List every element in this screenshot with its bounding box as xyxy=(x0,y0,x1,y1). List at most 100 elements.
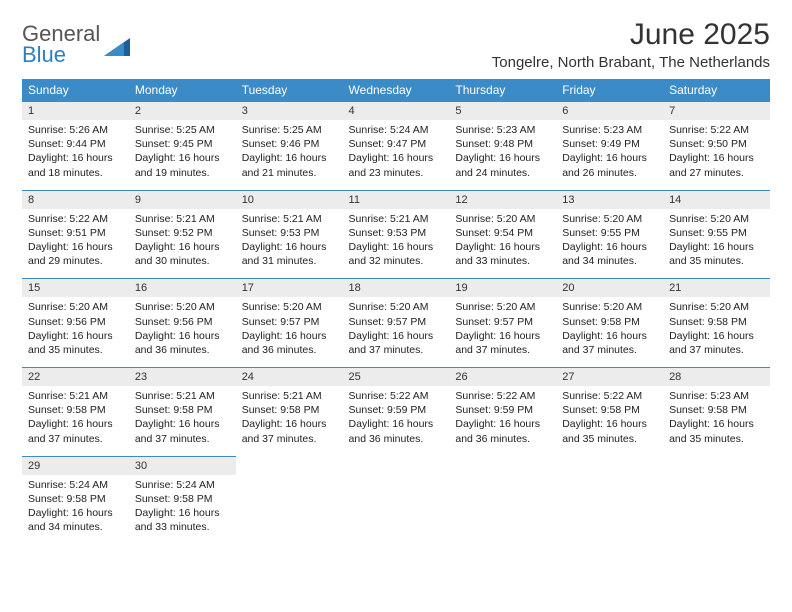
daylight-line: Daylight: 16 hours and 36 minutes. xyxy=(242,329,337,357)
daylight-line: Daylight: 16 hours and 34 minutes. xyxy=(28,506,123,534)
daylight-line: Daylight: 16 hours and 21 minutes. xyxy=(242,151,337,179)
sunset-line: Sunset: 9:44 PM xyxy=(28,137,123,151)
sunrise-line: Sunrise: 5:21 AM xyxy=(135,212,230,226)
day-detail-row: Sunrise: 5:24 AMSunset: 9:58 PMDaylight:… xyxy=(22,475,770,545)
daylight-line: Daylight: 16 hours and 33 minutes. xyxy=(455,240,550,268)
day-number-cell: 18 xyxy=(343,279,450,298)
day-number-cell: 17 xyxy=(236,279,343,298)
day-detail-row: Sunrise: 5:21 AMSunset: 9:58 PMDaylight:… xyxy=(22,386,770,456)
sunrise-line: Sunrise: 5:20 AM xyxy=(669,300,764,314)
sunrise-line: Sunrise: 5:24 AM xyxy=(28,478,123,492)
day-number-cell: 29 xyxy=(22,456,129,475)
day-detail-cell: Sunrise: 5:20 AMSunset: 9:57 PMDaylight:… xyxy=(343,297,450,367)
sunrise-line: Sunrise: 5:20 AM xyxy=(455,212,550,226)
day-detail-cell: Sunrise: 5:21 AMSunset: 9:53 PMDaylight:… xyxy=(343,209,450,279)
daylight-line: Daylight: 16 hours and 37 minutes. xyxy=(28,417,123,445)
day-number-cell: 23 xyxy=(129,368,236,387)
sunset-line: Sunset: 9:57 PM xyxy=(349,315,444,329)
day-number-cell: 8 xyxy=(22,190,129,209)
brand-line2: Blue xyxy=(22,42,66,67)
day-number-cell: 11 xyxy=(343,190,450,209)
weekday-header: Tuesday xyxy=(236,79,343,102)
sunset-line: Sunset: 9:53 PM xyxy=(242,226,337,240)
sunset-line: Sunset: 9:58 PM xyxy=(669,403,764,417)
sunrise-line: Sunrise: 5:24 AM xyxy=(349,123,444,137)
sunset-line: Sunset: 9:58 PM xyxy=(562,403,657,417)
day-detail-cell: Sunrise: 5:25 AMSunset: 9:46 PMDaylight:… xyxy=(236,120,343,190)
day-detail-cell xyxy=(449,475,556,545)
day-detail-row: Sunrise: 5:20 AMSunset: 9:56 PMDaylight:… xyxy=(22,297,770,367)
daylight-line: Daylight: 16 hours and 36 minutes. xyxy=(135,329,230,357)
day-detail-cell: Sunrise: 5:22 AMSunset: 9:59 PMDaylight:… xyxy=(343,386,450,456)
location-text: Tongelre, North Brabant, The Netherlands xyxy=(492,54,770,71)
daylight-line: Daylight: 16 hours and 35 minutes. xyxy=(669,417,764,445)
sunset-line: Sunset: 9:55 PM xyxy=(562,226,657,240)
day-number-row: 22232425262728 xyxy=(22,368,770,387)
calendar-table: SundayMondayTuesdayWednesdayThursdayFrid… xyxy=(22,79,770,544)
day-detail-cell: Sunrise: 5:21 AMSunset: 9:58 PMDaylight:… xyxy=(129,386,236,456)
day-number-cell: 2 xyxy=(129,102,236,121)
day-detail-cell xyxy=(663,475,770,545)
sunset-line: Sunset: 9:45 PM xyxy=(135,137,230,151)
day-number-cell: 12 xyxy=(449,190,556,209)
day-number-cell: 15 xyxy=(22,279,129,298)
sunset-line: Sunset: 9:53 PM xyxy=(349,226,444,240)
sunset-line: Sunset: 9:52 PM xyxy=(135,226,230,240)
sunrise-line: Sunrise: 5:21 AM xyxy=(28,389,123,403)
day-number-cell: 22 xyxy=(22,368,129,387)
day-number-cell: 28 xyxy=(663,368,770,387)
day-number-cell: 20 xyxy=(556,279,663,298)
sunset-line: Sunset: 9:58 PM xyxy=(669,315,764,329)
sunrise-line: Sunrise: 5:20 AM xyxy=(669,212,764,226)
daylight-line: Daylight: 16 hours and 23 minutes. xyxy=(349,151,444,179)
daylight-line: Daylight: 16 hours and 37 minutes. xyxy=(455,329,550,357)
sunrise-line: Sunrise: 5:20 AM xyxy=(135,300,230,314)
daylight-line: Daylight: 16 hours and 37 minutes. xyxy=(669,329,764,357)
day-number-cell: 16 xyxy=(129,279,236,298)
brand-logo: General Blue xyxy=(22,24,130,66)
day-number-cell: 9 xyxy=(129,190,236,209)
day-detail-cell: Sunrise: 5:22 AMSunset: 9:51 PMDaylight:… xyxy=(22,209,129,279)
sunset-line: Sunset: 9:55 PM xyxy=(669,226,764,240)
day-detail-cell: Sunrise: 5:22 AMSunset: 9:58 PMDaylight:… xyxy=(556,386,663,456)
day-detail-cell: Sunrise: 5:20 AMSunset: 9:55 PMDaylight:… xyxy=(556,209,663,279)
sunrise-line: Sunrise: 5:23 AM xyxy=(455,123,550,137)
sunrise-line: Sunrise: 5:20 AM xyxy=(242,300,337,314)
daylight-line: Daylight: 16 hours and 36 minutes. xyxy=(349,417,444,445)
day-number-cell: 14 xyxy=(663,190,770,209)
sunrise-line: Sunrise: 5:26 AM xyxy=(28,123,123,137)
daylight-line: Daylight: 16 hours and 32 minutes. xyxy=(349,240,444,268)
day-detail-cell: Sunrise: 5:22 AMSunset: 9:50 PMDaylight:… xyxy=(663,120,770,190)
day-detail-cell: Sunrise: 5:24 AMSunset: 9:58 PMDaylight:… xyxy=(22,475,129,545)
sunset-line: Sunset: 9:57 PM xyxy=(455,315,550,329)
sunset-line: Sunset: 9:51 PM xyxy=(28,226,123,240)
sunset-line: Sunset: 9:59 PM xyxy=(455,403,550,417)
day-number-cell: 6 xyxy=(556,102,663,121)
daylight-line: Daylight: 16 hours and 37 minutes. xyxy=(349,329,444,357)
day-detail-cell: Sunrise: 5:24 AMSunset: 9:47 PMDaylight:… xyxy=(343,120,450,190)
sunrise-line: Sunrise: 5:21 AM xyxy=(242,389,337,403)
daylight-line: Daylight: 16 hours and 24 minutes. xyxy=(455,151,550,179)
day-detail-cell: Sunrise: 5:20 AMSunset: 9:55 PMDaylight:… xyxy=(663,209,770,279)
weekday-header: Saturday xyxy=(663,79,770,102)
day-number-cell: 26 xyxy=(449,368,556,387)
weekday-header: Monday xyxy=(129,79,236,102)
day-detail-cell: Sunrise: 5:25 AMSunset: 9:45 PMDaylight:… xyxy=(129,120,236,190)
daylight-line: Daylight: 16 hours and 36 minutes. xyxy=(455,417,550,445)
day-number-cell: 19 xyxy=(449,279,556,298)
weekday-header: Wednesday xyxy=(343,79,450,102)
daylight-line: Daylight: 16 hours and 35 minutes. xyxy=(28,329,123,357)
sunset-line: Sunset: 9:58 PM xyxy=(135,403,230,417)
sunset-line: Sunset: 9:58 PM xyxy=(28,492,123,506)
sunset-line: Sunset: 9:49 PM xyxy=(562,137,657,151)
sunrise-line: Sunrise: 5:22 AM xyxy=(562,389,657,403)
day-number-cell xyxy=(556,456,663,475)
day-detail-cell: Sunrise: 5:20 AMSunset: 9:58 PMDaylight:… xyxy=(663,297,770,367)
day-number-cell: 3 xyxy=(236,102,343,121)
sunrise-line: Sunrise: 5:22 AM xyxy=(669,123,764,137)
daylight-line: Daylight: 16 hours and 26 minutes. xyxy=(562,151,657,179)
sunrise-line: Sunrise: 5:25 AM xyxy=(242,123,337,137)
sunset-line: Sunset: 9:48 PM xyxy=(455,137,550,151)
day-detail-cell: Sunrise: 5:21 AMSunset: 9:58 PMDaylight:… xyxy=(22,386,129,456)
sunrise-line: Sunrise: 5:20 AM xyxy=(349,300,444,314)
